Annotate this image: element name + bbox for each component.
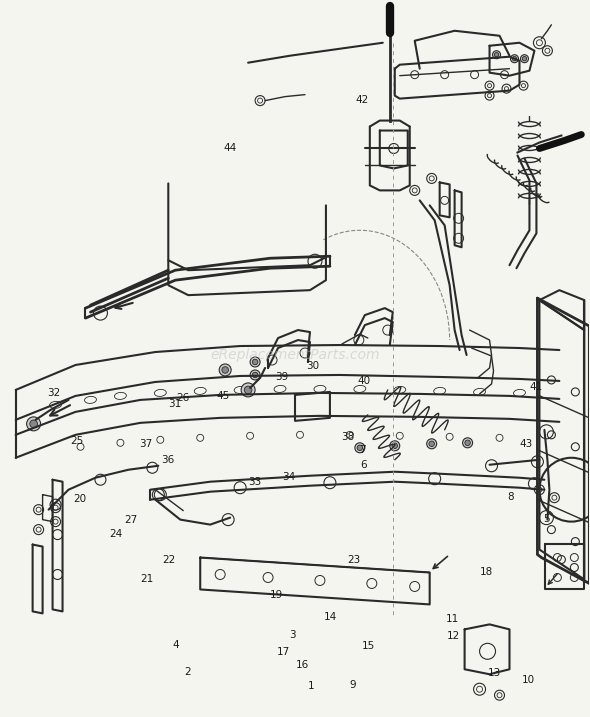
Circle shape <box>522 57 527 61</box>
Text: 36: 36 <box>161 455 175 465</box>
Text: 19: 19 <box>270 589 283 599</box>
Circle shape <box>494 52 499 57</box>
Text: 43: 43 <box>519 440 532 450</box>
Circle shape <box>465 440 470 445</box>
Text: 9: 9 <box>349 680 356 690</box>
Text: 32: 32 <box>47 388 60 398</box>
Text: 1: 1 <box>308 681 315 691</box>
Text: 11: 11 <box>446 614 460 624</box>
Text: 41: 41 <box>530 382 543 392</box>
Text: 26: 26 <box>176 393 190 403</box>
Circle shape <box>241 383 255 397</box>
Circle shape <box>222 366 228 374</box>
Circle shape <box>463 438 473 448</box>
Circle shape <box>512 57 517 61</box>
Circle shape <box>520 54 529 62</box>
Text: 23: 23 <box>348 555 360 565</box>
Circle shape <box>27 417 41 431</box>
Circle shape <box>250 370 260 380</box>
Text: 2: 2 <box>185 667 191 677</box>
Text: 13: 13 <box>487 668 500 678</box>
Text: 8: 8 <box>507 493 514 503</box>
Text: 18: 18 <box>480 566 493 576</box>
Text: 3: 3 <box>289 630 296 640</box>
Text: 6: 6 <box>360 460 366 470</box>
Circle shape <box>250 357 260 367</box>
Circle shape <box>510 54 519 62</box>
Text: 45: 45 <box>217 391 230 401</box>
Circle shape <box>253 359 258 365</box>
Text: 31: 31 <box>168 399 182 409</box>
Text: 39: 39 <box>276 372 289 382</box>
Text: 38: 38 <box>342 432 355 442</box>
Text: 40: 40 <box>358 376 371 386</box>
Circle shape <box>429 441 434 447</box>
Text: 20: 20 <box>74 494 87 504</box>
Text: eReplacementParts.com: eReplacementParts.com <box>210 348 380 362</box>
Circle shape <box>390 441 400 451</box>
Text: 10: 10 <box>522 675 535 685</box>
Text: 15: 15 <box>361 641 375 651</box>
Text: 4: 4 <box>173 640 179 650</box>
Circle shape <box>244 386 252 394</box>
Text: 14: 14 <box>324 612 337 622</box>
Text: 34: 34 <box>283 473 296 483</box>
Text: 5: 5 <box>543 513 550 523</box>
Text: 21: 21 <box>140 574 153 584</box>
Circle shape <box>427 439 437 449</box>
Circle shape <box>357 445 363 450</box>
Text: 17: 17 <box>277 647 290 657</box>
Circle shape <box>355 443 365 452</box>
Text: 12: 12 <box>447 631 461 641</box>
Text: 16: 16 <box>296 660 309 670</box>
Text: 22: 22 <box>162 555 176 565</box>
Circle shape <box>30 420 37 427</box>
Text: 42: 42 <box>356 95 369 105</box>
Text: 33: 33 <box>248 477 261 487</box>
Circle shape <box>493 51 500 59</box>
Text: 44: 44 <box>224 143 237 153</box>
Circle shape <box>253 372 258 378</box>
Text: 27: 27 <box>124 515 138 525</box>
Circle shape <box>219 364 231 376</box>
Text: 25: 25 <box>71 437 84 447</box>
Text: 37: 37 <box>139 440 152 450</box>
Circle shape <box>392 443 398 449</box>
Text: 24: 24 <box>109 529 123 539</box>
Text: 7: 7 <box>359 445 365 455</box>
Text: 30: 30 <box>306 361 319 371</box>
